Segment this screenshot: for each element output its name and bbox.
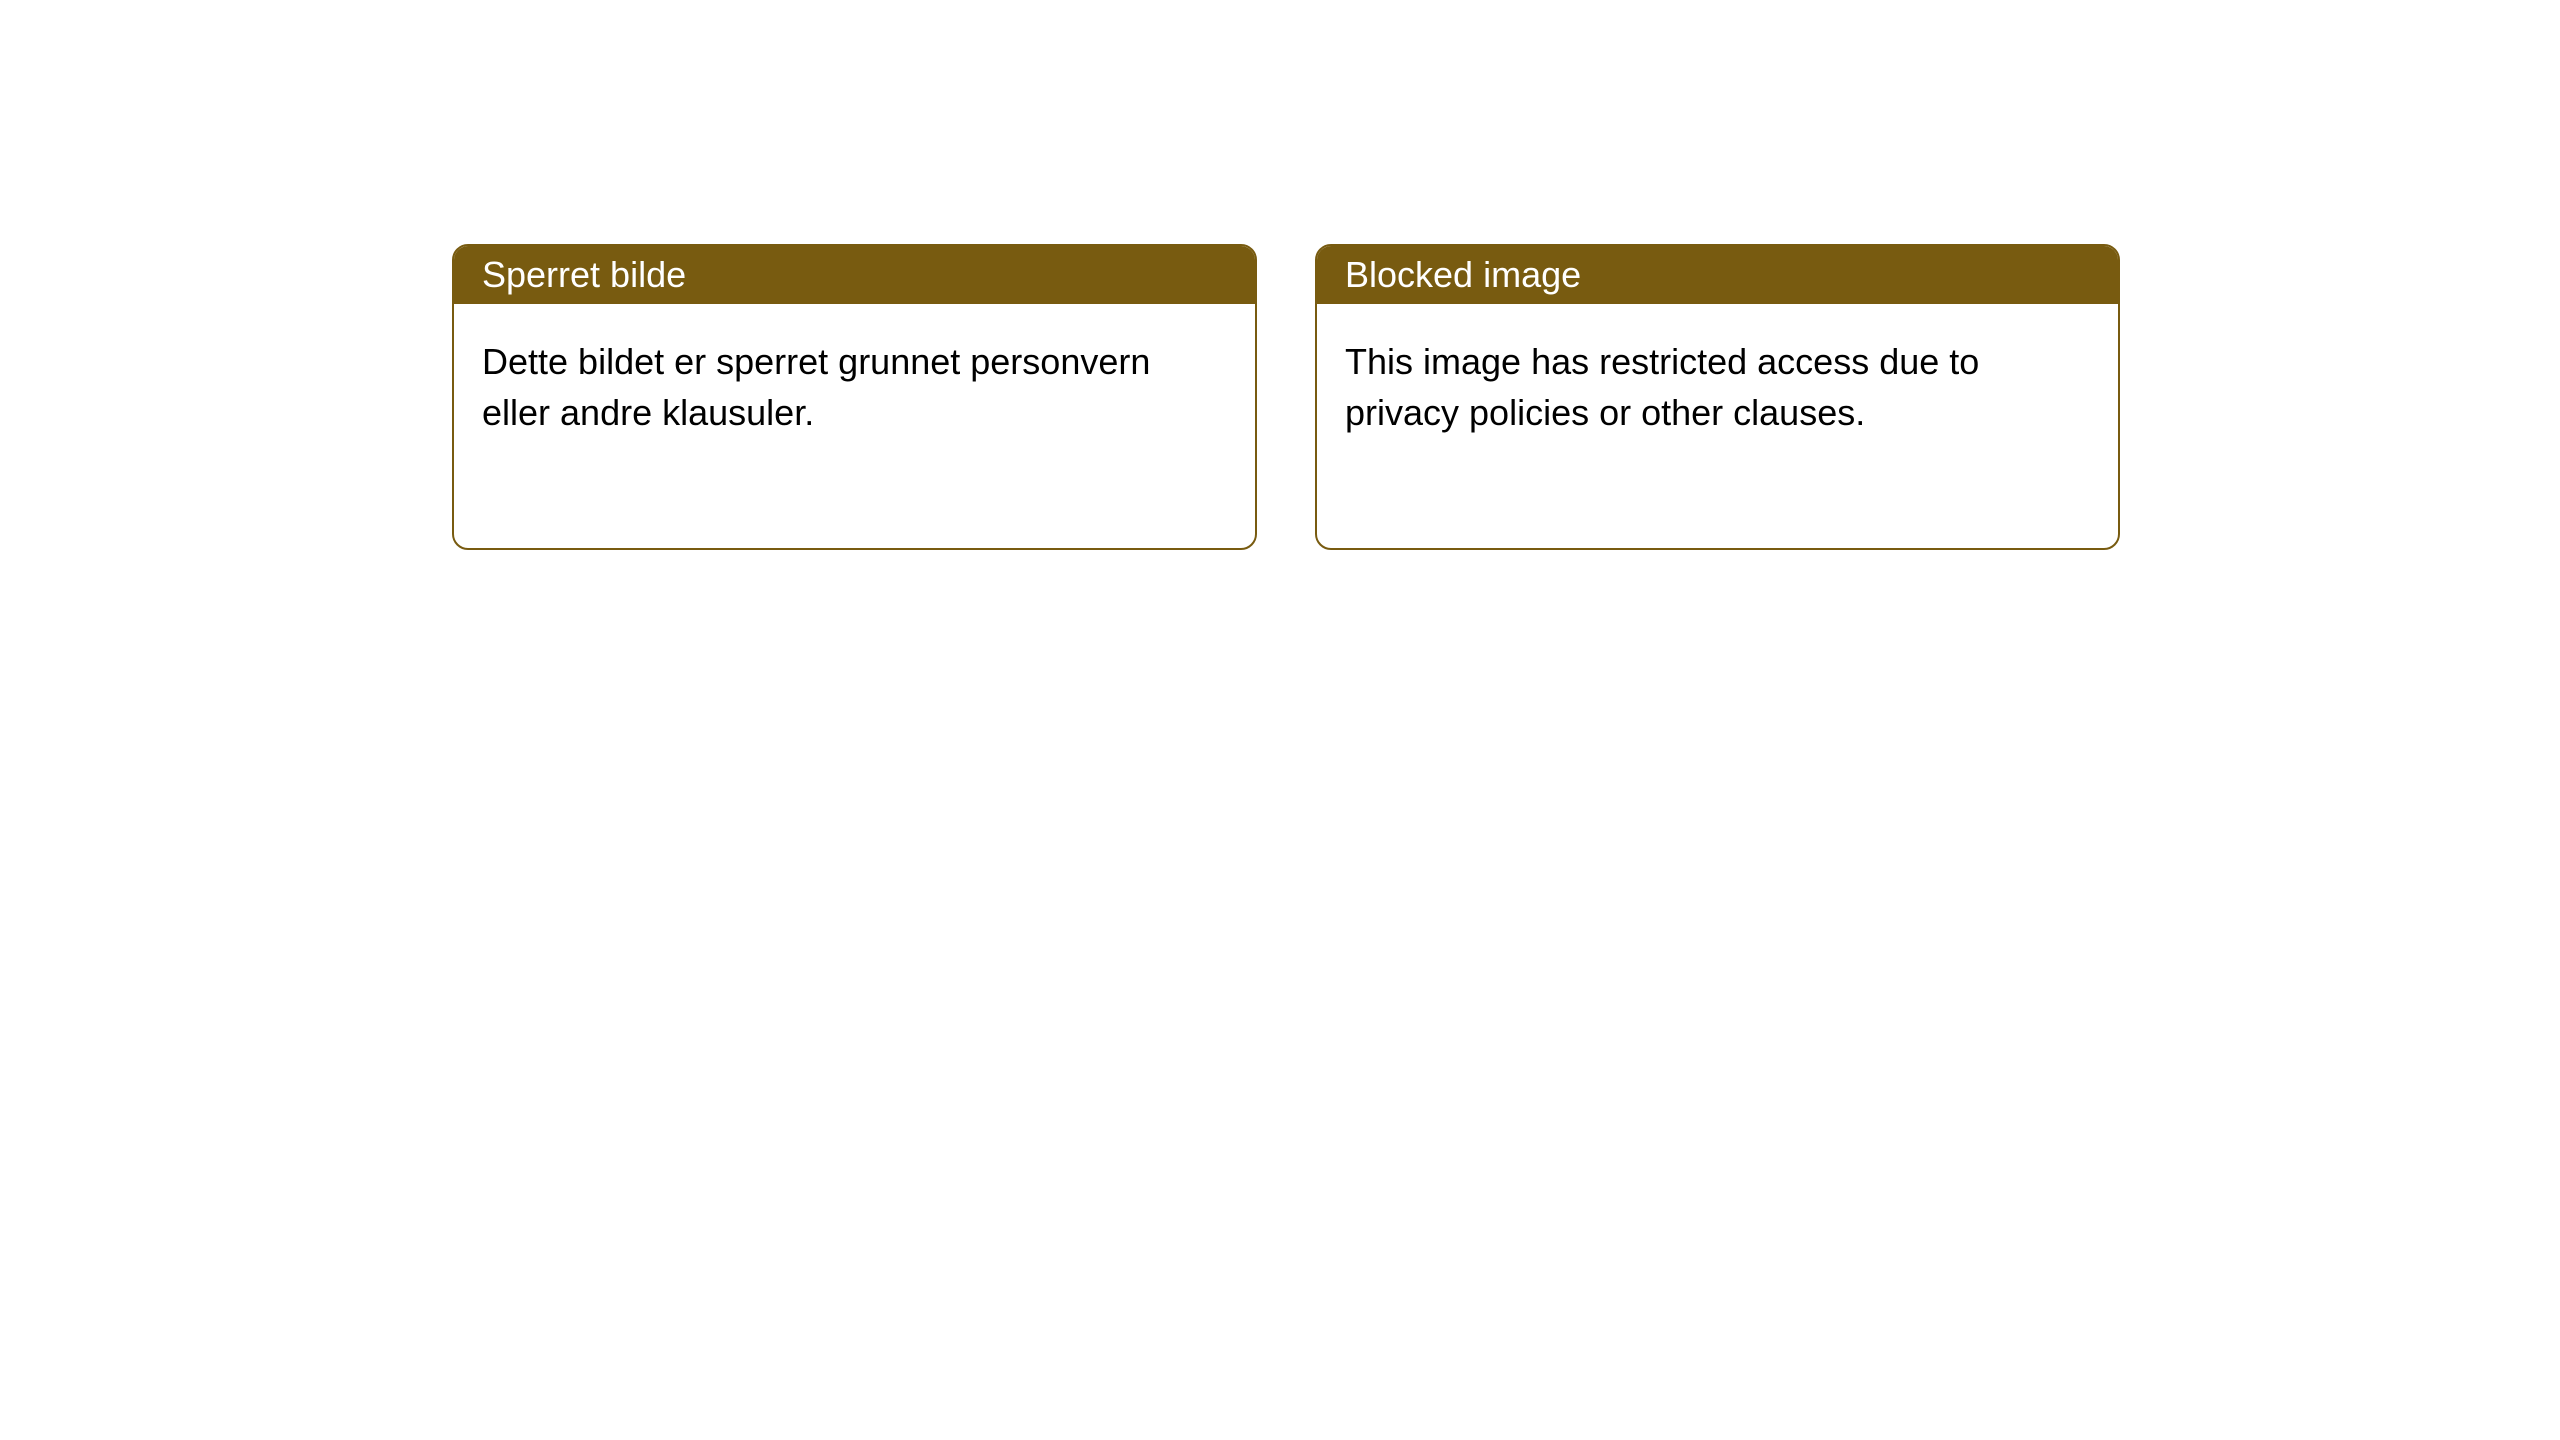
notice-title: Sperret bilde <box>482 254 686 295</box>
notice-title: Blocked image <box>1345 254 1581 295</box>
notice-body: Dette bildet er sperret grunnet personve… <box>454 304 1255 548</box>
notice-body-text: This image has restricted access due to … <box>1345 341 1979 433</box>
notice-card-english: Blocked image This image has restricted … <box>1315 244 2120 550</box>
notice-container: Sperret bilde Dette bildet er sperret gr… <box>0 0 2560 550</box>
notice-body: This image has restricted access due to … <box>1317 304 2118 548</box>
notice-card-norwegian: Sperret bilde Dette bildet er sperret gr… <box>452 244 1257 550</box>
notice-body-text: Dette bildet er sperret grunnet personve… <box>482 341 1150 433</box>
notice-header: Blocked image <box>1317 246 2118 304</box>
notice-header: Sperret bilde <box>454 246 1255 304</box>
